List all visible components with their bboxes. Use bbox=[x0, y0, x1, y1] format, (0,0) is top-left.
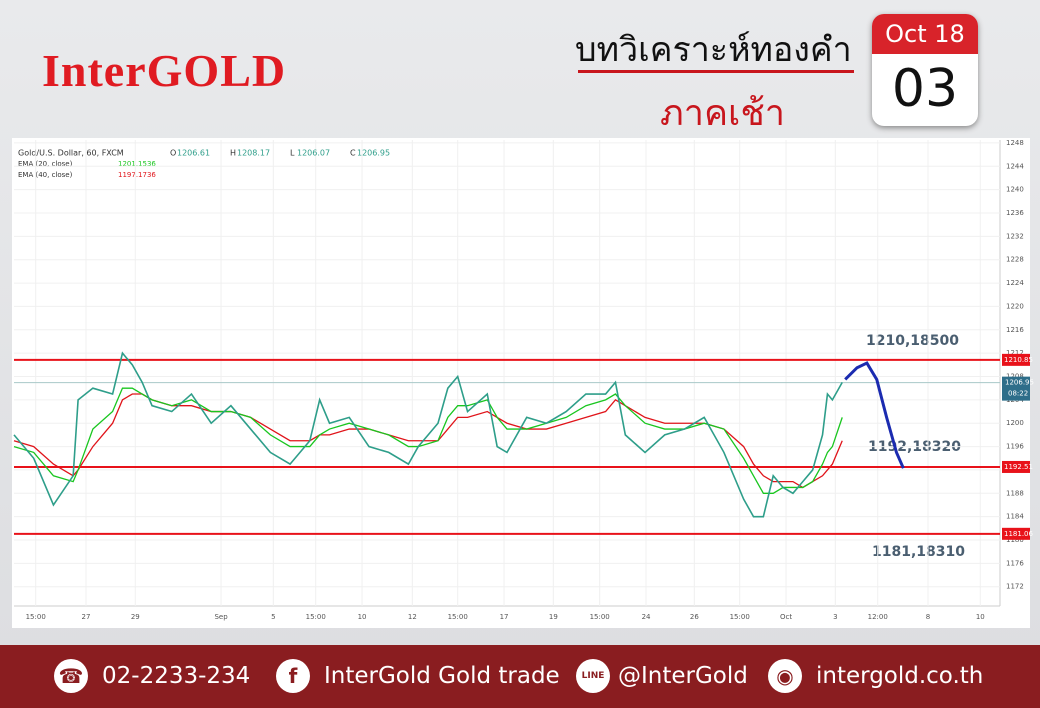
y-tick-label: 1184 bbox=[1006, 513, 1024, 521]
y-tick-label: 1212 bbox=[1006, 349, 1024, 357]
level-tag-label: 1181.06 bbox=[1004, 530, 1033, 538]
price-tag-time: 08:22 bbox=[1008, 390, 1028, 398]
x-tick-label: 27 bbox=[82, 613, 91, 621]
brand: InterGOLD bbox=[42, 45, 287, 96]
legend-ema40: EMA (40, close) bbox=[18, 171, 73, 179]
y-tick-label: 1248 bbox=[1006, 139, 1024, 147]
legend-ema20: EMA (20, close) bbox=[18, 160, 73, 168]
ohlc-value: 1206.95 bbox=[357, 149, 390, 158]
ohlc-key: O bbox=[170, 149, 176, 158]
ohlc-key: C bbox=[350, 149, 356, 158]
projection bbox=[844, 361, 905, 469]
x-tick-label: 10 bbox=[976, 613, 985, 621]
level-tag bbox=[1002, 353, 1030, 366]
calendar: Oct 18 03 bbox=[872, 14, 978, 126]
phone: 02-2233-234 bbox=[102, 663, 251, 689]
subtitle: ภาคเช้า bbox=[660, 93, 785, 134]
website: intergold.co.th bbox=[816, 663, 984, 689]
web-icon: ◉ bbox=[768, 659, 802, 693]
x-tick-label: 12:00 bbox=[868, 613, 888, 621]
price-tag-label: 1206.95 bbox=[1005, 379, 1034, 387]
y-tick-label: 1208 bbox=[1006, 373, 1024, 381]
price-line-series bbox=[13, 351, 843, 518]
x-tick-label: 15:00 bbox=[448, 613, 468, 621]
annotation: 1181,18310 bbox=[872, 544, 965, 560]
y-tick-label: 1172 bbox=[1006, 583, 1024, 591]
ohlc-value: 1206.07 bbox=[297, 149, 330, 158]
x-tick-label: 3 bbox=[833, 613, 837, 621]
ema-line bbox=[13, 387, 843, 494]
facebook: InterGold Gold trade bbox=[324, 663, 560, 689]
x-tick-label: Sep bbox=[214, 613, 228, 621]
calendar-month: Oct 18 bbox=[872, 14, 978, 54]
x-tick-label: 15:00 bbox=[306, 613, 326, 621]
x-tick-label: 5 bbox=[271, 613, 275, 621]
x-tick-label: 17 bbox=[500, 613, 509, 621]
y-tick-label: 1188 bbox=[1006, 489, 1024, 497]
y-tick-label: 1228 bbox=[1006, 256, 1024, 264]
level-tag-label: 1192.51 bbox=[1004, 463, 1033, 471]
x-tick-label: 15:00 bbox=[590, 613, 610, 621]
line-icon: LINE bbox=[576, 659, 610, 693]
x-tick-label: 19 bbox=[549, 613, 558, 621]
phone-icon: ☎ bbox=[54, 659, 88, 693]
y-tick-label: 1240 bbox=[1006, 186, 1024, 194]
y-tick-label: 1232 bbox=[1006, 232, 1024, 240]
x-tick-label: 26 bbox=[690, 613, 699, 621]
title: บทวิเคราะห์ทองคำ bbox=[575, 30, 852, 70]
x-tick-label: 8 bbox=[926, 613, 930, 621]
legend-ema40-value: 1197.1736 bbox=[118, 171, 156, 179]
x-tick-label: 12 bbox=[408, 613, 417, 621]
legend-symbol: Gold/U.S. Dollar, 60, FXCM bbox=[18, 149, 124, 158]
legend-ema20-value: 1201.1536 bbox=[118, 160, 156, 168]
x-tick-label: 10 bbox=[358, 613, 367, 621]
ohlc-key: H bbox=[230, 149, 236, 158]
x-tick-label: 29 bbox=[131, 613, 140, 621]
footer: ☎ 02-2233-234 f InterGold Gold trade LIN… bbox=[0, 645, 1040, 708]
ohlc-value: 1206.61 bbox=[177, 149, 210, 158]
y-tick-label: 1236 bbox=[1006, 209, 1024, 217]
level-tag bbox=[1002, 460, 1030, 473]
y-tick-label: 1196 bbox=[1006, 443, 1024, 451]
title-rule bbox=[578, 70, 854, 73]
y-tick-label: 1220 bbox=[1006, 302, 1024, 310]
y-tick-label: 1200 bbox=[1006, 419, 1024, 427]
y-tick-label: 1180 bbox=[1006, 536, 1024, 544]
ohlc-key: L bbox=[290, 149, 295, 158]
x-tick-label: 15:00 bbox=[730, 613, 750, 621]
y-tick-label: 1176 bbox=[1006, 559, 1024, 567]
calendar-day: 03 bbox=[891, 59, 959, 119]
y-tick-label: 1216 bbox=[1006, 326, 1024, 334]
line-id: @InterGold bbox=[618, 663, 748, 689]
y-tick-label: 1224 bbox=[1006, 279, 1024, 287]
facebook-icon: f bbox=[276, 659, 310, 693]
x-tick-label: 15:00 bbox=[26, 613, 46, 621]
ohlc-value: 1208.17 bbox=[237, 149, 270, 158]
annotation: 1210,18500 bbox=[866, 333, 959, 349]
price-tag bbox=[1002, 376, 1030, 401]
x-tick-label: 24 bbox=[642, 613, 651, 621]
x-tick-label: Oct bbox=[780, 613, 792, 621]
level-tag bbox=[1002, 527, 1030, 540]
level-tag-label: 1210.85 bbox=[1004, 356, 1033, 364]
y-tick-label: 1244 bbox=[1006, 162, 1024, 170]
